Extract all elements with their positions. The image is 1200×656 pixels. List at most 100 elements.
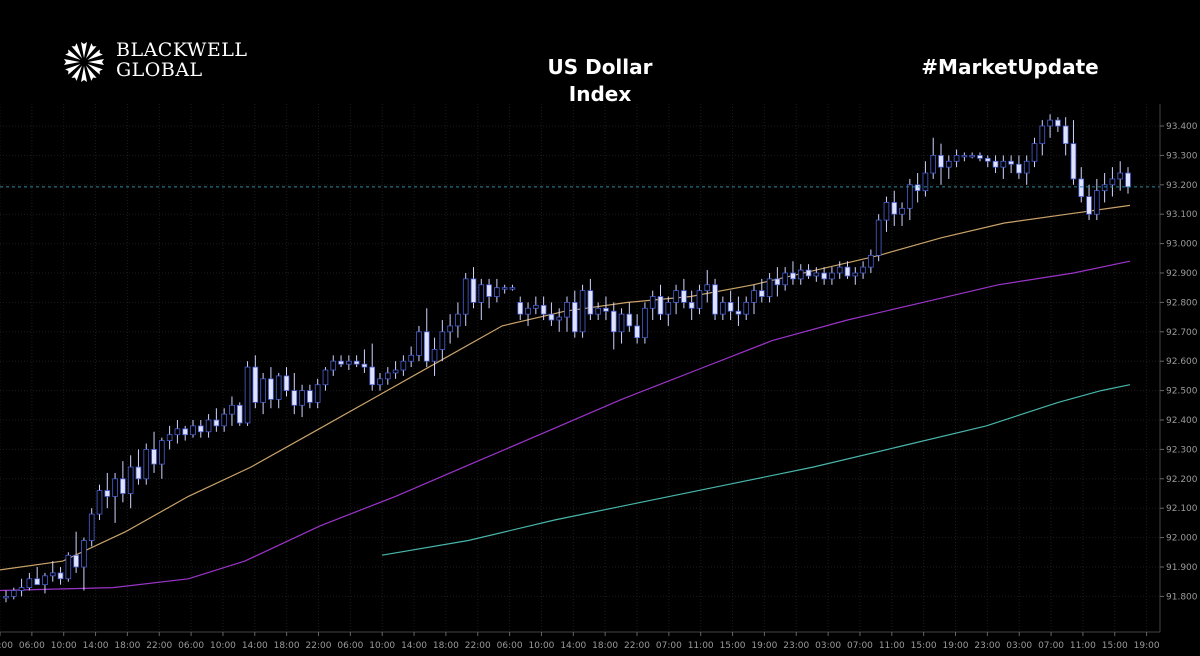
candle-body	[174, 428, 181, 436]
candle-body	[829, 272, 835, 280]
candle	[821, 267, 827, 285]
candle-body	[81, 540, 87, 568]
candle	[610, 302, 617, 350]
candle	[174, 420, 181, 444]
candle-body	[338, 360, 344, 365]
candle-body	[579, 290, 586, 333]
candle	[369, 343, 376, 391]
x-tick-label: 07:00	[847, 641, 873, 651]
candle-body	[34, 578, 40, 586]
candle-body	[626, 313, 633, 327]
candle-body	[914, 184, 921, 192]
candle-body	[322, 369, 329, 386]
candle	[509, 284, 516, 291]
candle-body	[57, 572, 64, 580]
x-tick-label: 06:00	[497, 641, 523, 651]
candle	[930, 137, 937, 179]
candle-body	[330, 360, 337, 371]
candle-body	[1125, 172, 1131, 188]
candle	[595, 302, 601, 321]
candle-body	[836, 266, 843, 274]
candle	[860, 261, 866, 279]
candle	[470, 267, 477, 309]
candle-body	[423, 331, 430, 362]
candle	[166, 425, 173, 450]
candle	[766, 273, 773, 303]
candle	[774, 267, 781, 297]
candle-body	[73, 554, 79, 568]
candle	[221, 408, 227, 432]
candle	[252, 355, 259, 409]
candle-body	[766, 278, 773, 297]
candle	[1070, 120, 1077, 185]
candle	[57, 567, 64, 585]
candle-body	[120, 478, 126, 494]
candle-body	[907, 184, 913, 209]
candle	[642, 302, 648, 344]
candle-body	[494, 287, 500, 297]
candle-body	[244, 366, 251, 424]
candle	[10, 587, 17, 600]
candle	[330, 355, 337, 376]
candle-body	[984, 157, 991, 162]
candle-body	[112, 478, 118, 497]
candle	[984, 155, 991, 168]
candle-body	[977, 155, 983, 159]
x-tick-label: 02:00	[0, 641, 13, 651]
x-tick-label: 10:00	[369, 641, 395, 651]
x-tick-label: 06:00	[178, 641, 204, 651]
y-axis-panel	[1160, 104, 1200, 656]
candle	[314, 378, 321, 409]
candle-body	[299, 390, 305, 406]
candle-body	[813, 272, 820, 277]
starburst-logo-icon	[64, 42, 104, 82]
candle	[556, 308, 563, 332]
candle	[899, 202, 905, 226]
candle	[836, 261, 843, 279]
candle	[18, 578, 25, 597]
candlestick-chart: 93.193 93.40093.30093.20093.10093.00092.…	[0, 104, 1200, 656]
candle	[852, 267, 859, 285]
candle	[720, 296, 726, 321]
candle	[681, 278, 687, 309]
candle-body	[236, 404, 243, 424]
candle-body	[159, 440, 165, 465]
y-tick-label: 92.900	[1166, 269, 1198, 279]
candle-body	[852, 272, 859, 277]
candle-body	[439, 331, 446, 350]
candle	[229, 396, 235, 426]
x-tick-label: 06:00	[19, 641, 45, 651]
candle	[891, 190, 898, 226]
x-tick-label: 03:00	[1006, 641, 1032, 651]
candle	[501, 284, 508, 294]
candle	[813, 267, 820, 282]
candle-body	[556, 316, 563, 321]
candle	[673, 284, 679, 315]
candle-body	[1070, 143, 1077, 180]
candle-body	[197, 425, 204, 433]
candle-body	[431, 349, 438, 362]
candle-body	[1078, 178, 1085, 197]
x-tick-label: 22:00	[624, 641, 650, 651]
y-tick-label: 93.000	[1166, 240, 1198, 250]
candle-body	[1086, 196, 1092, 215]
candle	[548, 302, 555, 326]
candle	[1000, 155, 1007, 179]
candle	[81, 537, 87, 591]
candle	[143, 443, 150, 485]
candle	[462, 273, 469, 326]
candle-body	[1062, 125, 1069, 145]
candle	[1109, 167, 1116, 197]
brand-line-2: GLOBAL	[116, 59, 203, 81]
candle	[73, 531, 79, 573]
candle	[416, 325, 422, 362]
x-tick-label: 22:00	[146, 641, 172, 651]
candle	[1023, 155, 1030, 185]
candle-body	[938, 155, 944, 168]
candle-body	[501, 287, 508, 290]
candle	[423, 308, 430, 368]
brand-name: BLACKWELL GLOBAL	[116, 40, 248, 80]
candle	[992, 155, 999, 174]
candle	[1031, 137, 1038, 168]
candle	[3, 590, 9, 603]
